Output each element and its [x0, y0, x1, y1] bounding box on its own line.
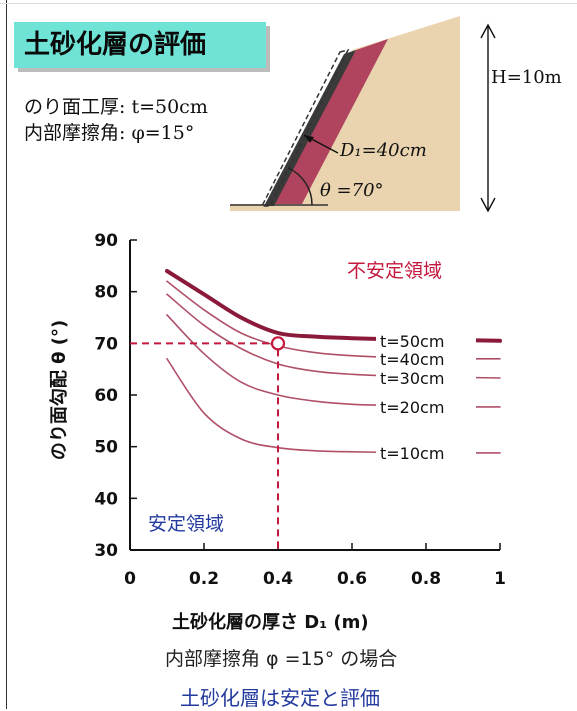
- x-axis-label: 土砂化層の厚さ D₁ (m): [172, 612, 369, 633]
- series-label-bg: [376, 347, 476, 368]
- y-tick-label: 60: [94, 386, 118, 406]
- height-arrow-top: [480, 23, 496, 39]
- x-tick-label: 0.4: [263, 569, 293, 589]
- y-tick-label: 40: [94, 489, 118, 509]
- series-label: t=10cm: [380, 444, 444, 463]
- x-tick-label: 0.2: [189, 569, 219, 589]
- x-tick-label: 0.6: [337, 569, 367, 589]
- x-tick-label: 1: [494, 569, 506, 589]
- x-tick-label: 0: [124, 569, 136, 589]
- chart-axes: [129, 240, 500, 551]
- series-label-bg: [376, 329, 476, 350]
- series-label: t=20cm: [380, 398, 444, 417]
- param-thickness: のり面工厚: t=50cm: [24, 96, 208, 118]
- y-tick-label: 50: [94, 438, 118, 458]
- y-tick-label: 90: [94, 231, 118, 251]
- y-axis-label: のり面勾配 θ (°): [49, 319, 70, 461]
- stable-region-label: 安定領域: [148, 513, 224, 535]
- original-face-outline: [260, 48, 350, 207]
- height-arrow-bottom: [480, 197, 496, 213]
- series-label-bg: [376, 366, 476, 387]
- y-tick-label: 30: [94, 541, 118, 561]
- chart-ticks: 30 40 50 60 70 80 90 0 0.2 0.4 0.6 0.8 1: [94, 231, 506, 589]
- angle-arc: [287, 167, 313, 206]
- series-label-bg: [376, 395, 476, 416]
- height-label: H=10m: [491, 67, 562, 88]
- case-note: 内部摩擦角 φ =15° の場合: [165, 648, 398, 670]
- series-label: t=50cm: [380, 332, 444, 351]
- d1-arrowhead: [304, 135, 314, 143]
- x-tick-label: 0.8: [411, 569, 441, 589]
- series-label: t=40cm: [380, 350, 444, 369]
- design-point-marker: [270, 336, 286, 351]
- theta-label: θ =70°: [320, 180, 384, 201]
- slope-diagram: D₁=40cm θ =70° H=10m: [230, 16, 562, 213]
- frame-border: [6, 0, 7, 709]
- d1-label: D₁=40cm: [339, 140, 427, 161]
- y-tick-label: 70: [94, 334, 118, 354]
- param-friction: 内部摩擦角: φ=15°: [24, 122, 195, 144]
- conclusion: 土砂化層は安定と評価: [180, 686, 380, 710]
- slide-title: 土砂化層の評価: [14, 22, 266, 68]
- series-label-bg: [376, 441, 476, 462]
- series-label: t=30cm: [380, 369, 444, 388]
- weathered-layer: [272, 39, 388, 204]
- y-tick-label: 80: [94, 283, 118, 303]
- unstable-region-label: 不安定領域: [347, 260, 442, 282]
- top-rule: [0, 3, 577, 4]
- chart: 30 40 50 60 70 80 90 0 0.2 0.4 0.6 0.8 1 t=50cmt=40c…: [94, 231, 506, 589]
- facing-wall: [264, 50, 356, 206]
